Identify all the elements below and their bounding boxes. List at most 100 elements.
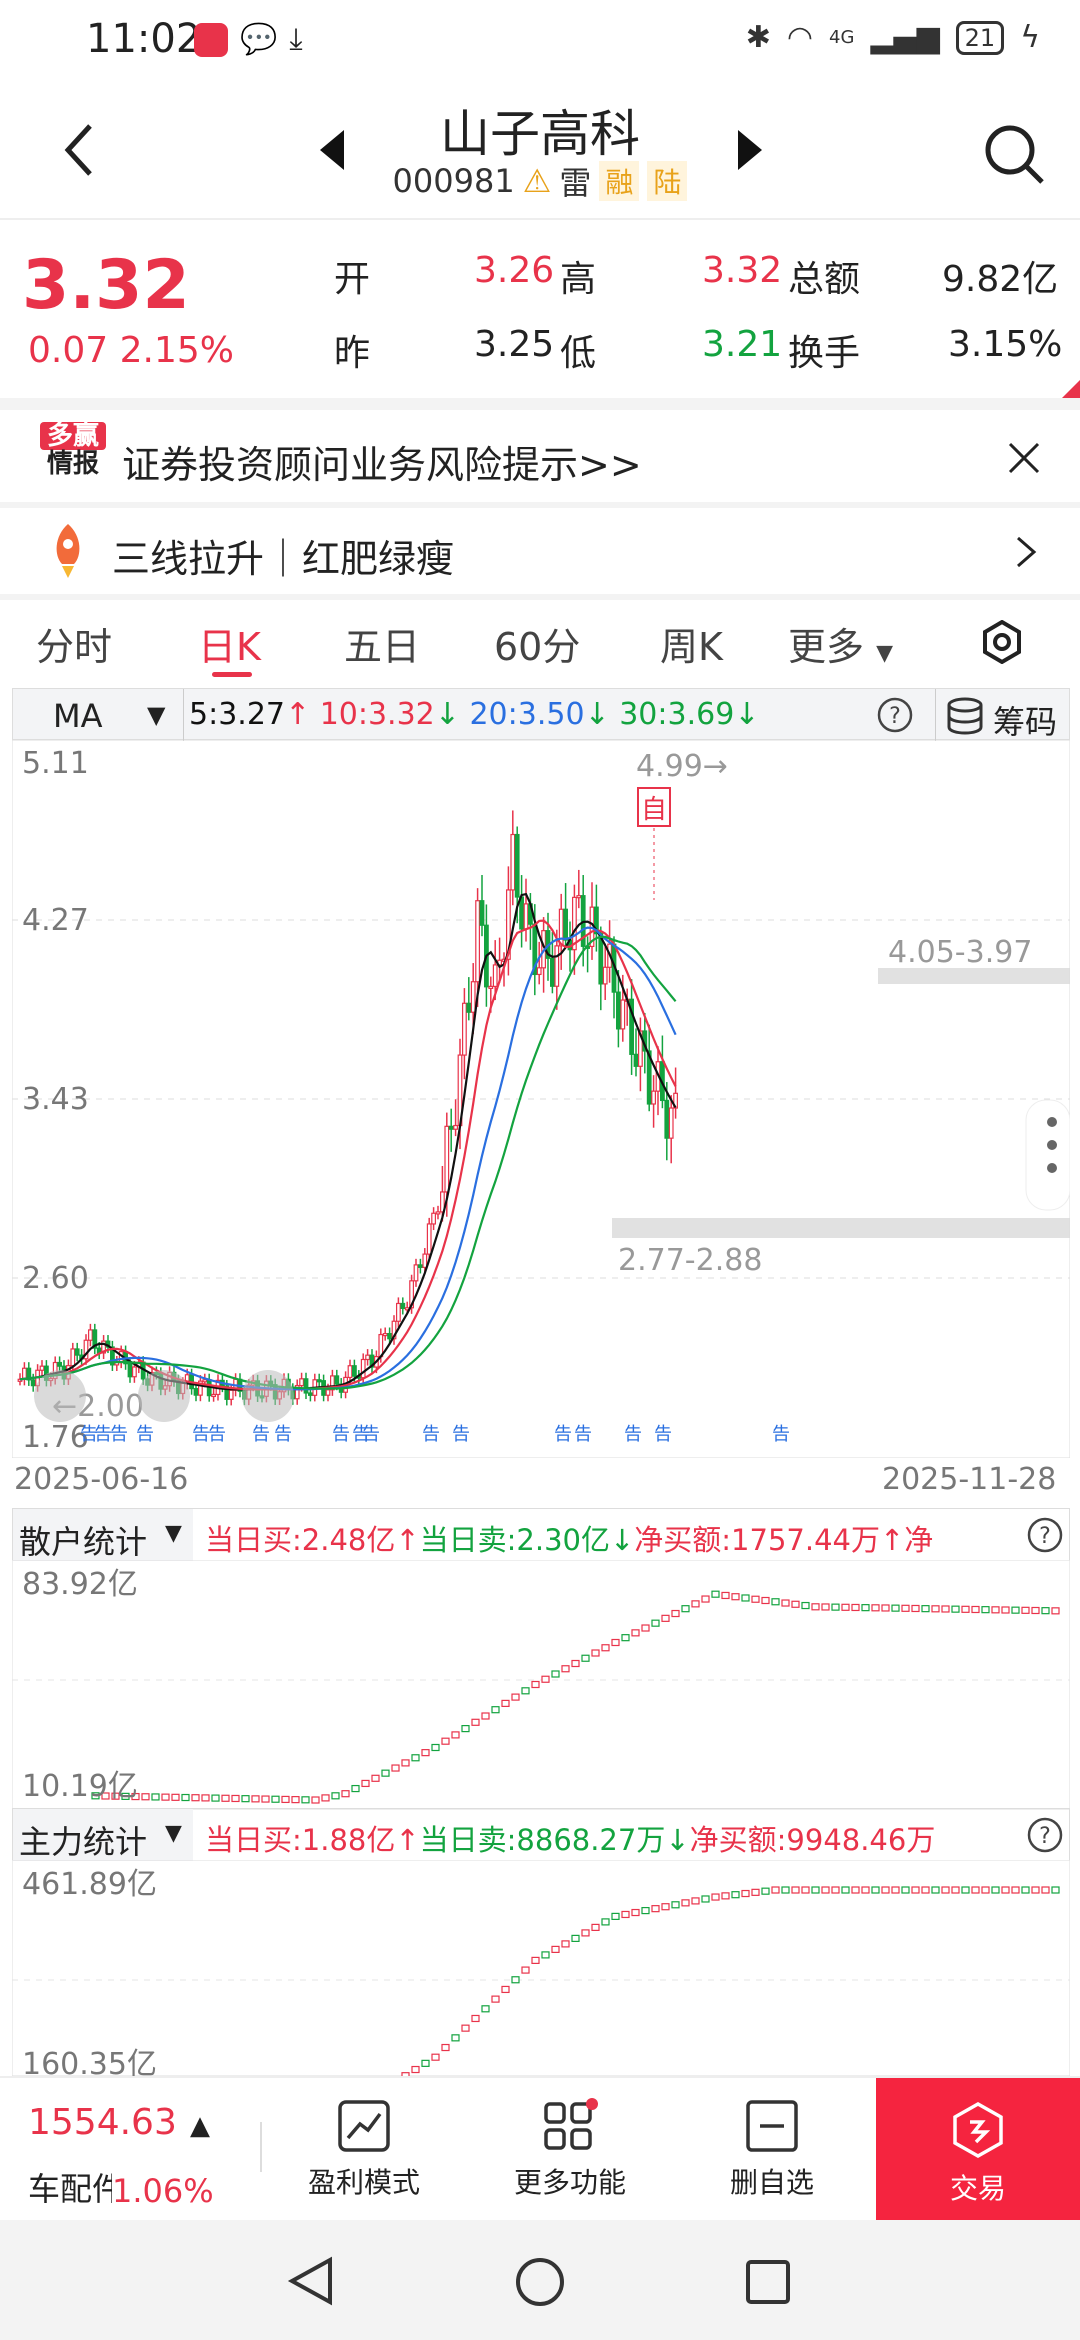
help-icon[interactable]: ? bbox=[1027, 1817, 1063, 1853]
settings-icon[interactable] bbox=[980, 620, 1024, 664]
flow-marker bbox=[451, 2034, 460, 2042]
flow-marker bbox=[431, 2053, 440, 2061]
ma10-line bbox=[19, 919, 677, 1391]
chevron-right-icon[interactable] bbox=[1014, 534, 1038, 570]
caret-down-icon[interactable]: ▼ bbox=[147, 701, 166, 729]
help-icon[interactable]: ? bbox=[877, 697, 913, 733]
flow-marker bbox=[711, 1893, 720, 1901]
tag-lu[interactable]: 陆 bbox=[647, 161, 688, 201]
profit-mode-button[interactable]: 盈利模式 bbox=[284, 2098, 444, 2201]
event-marker[interactable]: 告 bbox=[452, 1424, 470, 1445]
kline-chart[interactable]: 5.11 4.27 3.43 2.60 1.76 4.99→ 自 4.05-3.… bbox=[12, 740, 1070, 1458]
layout-button[interactable] bbox=[242, 1370, 294, 1422]
next-stock-icon[interactable] bbox=[734, 128, 764, 172]
main-selector[interactable]: 主力统计 ▼ bbox=[13, 1809, 193, 1861]
event-marker[interactable]: 告 bbox=[772, 1424, 790, 1445]
zoom-button[interactable] bbox=[138, 1370, 190, 1422]
event-marker[interactable]: 告 bbox=[332, 1424, 350, 1445]
tag-lei[interactable]: 雷 bbox=[559, 164, 592, 202]
chips-database-icon[interactable] bbox=[945, 697, 985, 735]
more-functions-button[interactable]: 更多功能 bbox=[490, 2098, 650, 2201]
search-icon[interactable] bbox=[980, 120, 1050, 190]
profit-mode-label: 盈利模式 bbox=[307, 2166, 420, 2199]
candle-body bbox=[334, 1375, 340, 1385]
candle-body bbox=[470, 981, 476, 1013]
flow-marker bbox=[551, 1945, 560, 1954]
resistance-zone bbox=[878, 968, 1070, 984]
strategy-banner[interactable]: 三线拉升｜红肥绿瘦 bbox=[0, 508, 1080, 594]
tool-button[interactable] bbox=[34, 1370, 86, 1422]
candle-body bbox=[211, 1393, 217, 1398]
candle-body bbox=[593, 906, 599, 935]
tab-weekly-k[interactable]: 周K bbox=[660, 625, 723, 669]
flow-marker bbox=[961, 1886, 970, 1894]
tab-five-day[interactable]: 五日 bbox=[344, 625, 421, 669]
trade-button[interactable]: 交易 bbox=[876, 2078, 1080, 2222]
candle-body bbox=[488, 985, 494, 989]
event-marker[interactable]: 告 bbox=[80, 1424, 98, 1445]
flow-marker bbox=[881, 1886, 890, 1894]
retail-selector[interactable]: 散户统计 ▼ bbox=[13, 1509, 193, 1561]
tab-fenshi[interactable]: 分时 bbox=[36, 625, 113, 669]
self-select-marker[interactable] bbox=[637, 787, 671, 827]
event-marker[interactable]: 告 bbox=[110, 1424, 128, 1445]
flow-marker bbox=[551, 1670, 560, 1678]
nav-recents-icon[interactable] bbox=[744, 2258, 792, 2306]
index-ticker-sub[interactable]: 车配件1.06% bbox=[28, 2164, 248, 2210]
flow-marker bbox=[801, 1601, 810, 1610]
tab-more[interactable]: 更多 ▼ bbox=[788, 625, 894, 669]
risk-banner[interactable]: 多赢 情报 证券投资顾问业务风险提示>> bbox=[0, 414, 1080, 500]
flow-marker bbox=[201, 1794, 210, 1802]
help-icon[interactable]: ? bbox=[1027, 1517, 1063, 1553]
divider bbox=[935, 689, 936, 741]
chips-button[interactable]: 筹码 bbox=[993, 703, 1058, 741]
event-marker[interactable]: 告 bbox=[352, 1424, 370, 1445]
flow-marker bbox=[461, 2024, 470, 2032]
event-marker[interactable]: 告 bbox=[192, 1424, 210, 1445]
nav-back-icon[interactable] bbox=[286, 2256, 336, 2306]
event-marker[interactable]: 告 bbox=[362, 1424, 380, 1445]
event-marker[interactable]: 告 bbox=[136, 1424, 154, 1445]
remove-watchlist-button[interactable]: 删自选 bbox=[692, 2098, 852, 2201]
ma-selector[interactable]: MA bbox=[53, 697, 103, 735]
event-marker[interactable]: 告 bbox=[94, 1424, 112, 1445]
caret-down-icon: ▼ bbox=[165, 1521, 182, 1546]
prev-stock-icon[interactable] bbox=[318, 128, 348, 172]
close-icon[interactable] bbox=[1008, 442, 1040, 474]
candle-body bbox=[360, 1358, 366, 1379]
index-ticker[interactable]: 1554.63 ▲ bbox=[28, 2102, 210, 2143]
main-chart[interactable]: 461.89亿 160.35亿 bbox=[12, 1860, 1070, 2076]
ma-values: 5:3.27↑ 10:3.32↓ 20:3.50↓ 30:3.69↓ bbox=[189, 697, 760, 732]
flow-marker bbox=[581, 1929, 590, 1937]
event-marker[interactable]: 告 bbox=[208, 1424, 226, 1445]
flow-marker bbox=[941, 1605, 950, 1613]
flow-marker bbox=[451, 1731, 460, 1739]
tab-daily-k[interactable]: 日K bbox=[198, 625, 261, 669]
flow-marker bbox=[481, 1712, 490, 1720]
flow-marker bbox=[681, 1899, 690, 1907]
back-icon[interactable] bbox=[60, 120, 100, 180]
tab-60min[interactable]: 60分 bbox=[494, 625, 581, 669]
price-change: 0.07 2.15% bbox=[28, 330, 234, 371]
retail-chart[interactable]: 83.92亿 10.19亿 bbox=[12, 1560, 1070, 1810]
event-marker[interactable]: 告 bbox=[422, 1424, 440, 1445]
candle-body bbox=[422, 1253, 428, 1268]
more-options-button[interactable] bbox=[1025, 1099, 1070, 1211]
event-marker[interactable]: 告 bbox=[574, 1424, 592, 1445]
candle-body bbox=[576, 895, 582, 899]
flow-marker bbox=[541, 1675, 550, 1683]
candle-body bbox=[523, 903, 529, 930]
event-marker[interactable]: 告 bbox=[274, 1424, 292, 1445]
flow-marker bbox=[511, 1976, 520, 1984]
y-label-top: 5.11 bbox=[22, 746, 89, 781]
event-marker[interactable]: 告 bbox=[252, 1424, 270, 1445]
event-marker[interactable]: 告 bbox=[654, 1424, 672, 1445]
tag-rong[interactable]: 融 bbox=[599, 161, 640, 201]
nav-home-icon[interactable] bbox=[514, 2256, 566, 2308]
signal-icon: ▂▄▆ bbox=[870, 20, 940, 55]
minus-box-icon bbox=[746, 2100, 798, 2152]
event-marker[interactable]: 告 bbox=[554, 1424, 572, 1445]
system-nav-bar bbox=[0, 2220, 1080, 2340]
event-marker[interactable]: 告 bbox=[624, 1424, 642, 1445]
event-markers: 告告告告告告告告告告告告告告告告告告 bbox=[80, 1424, 790, 1445]
